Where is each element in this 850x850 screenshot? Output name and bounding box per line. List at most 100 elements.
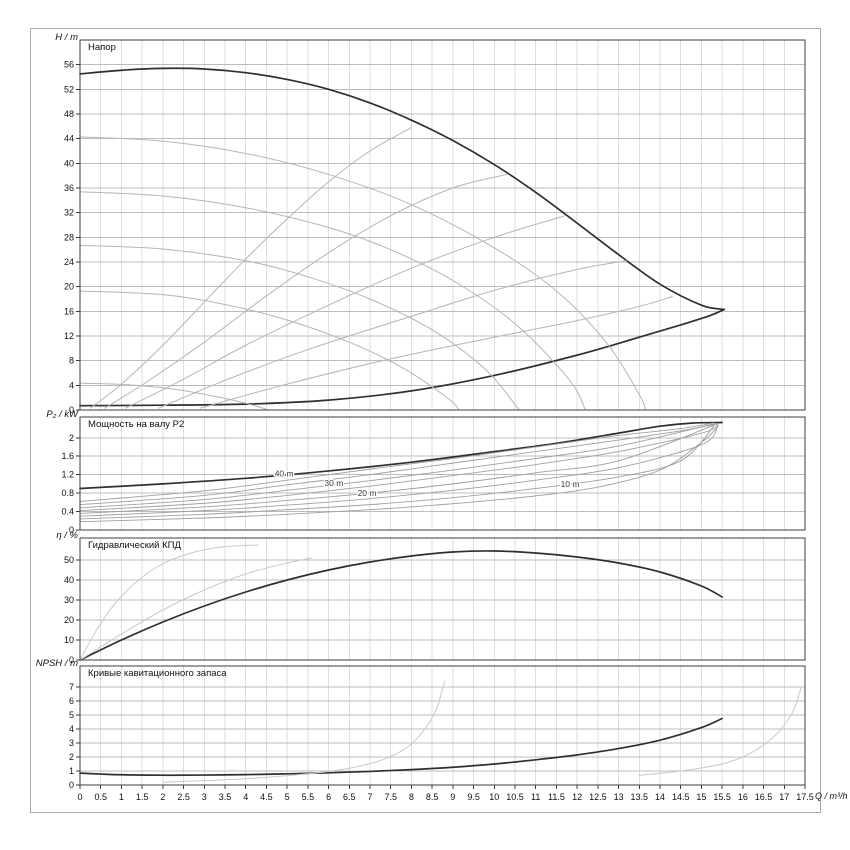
x-tick-label: 8 — [409, 792, 414, 802]
series-p2-max-speed — [79, 421, 723, 490]
x-tick-label: 3.5 — [219, 792, 232, 802]
y-tick-label: 16 — [64, 306, 74, 316]
series-min-speed-envelope — [79, 308, 726, 407]
y-tick-label: 1.6 — [61, 451, 74, 461]
y-tick-label: 40 — [64, 575, 74, 585]
x-tick-label: 14 — [655, 792, 665, 802]
y-axis-label-power: P₂ / kW — [46, 409, 78, 420]
y-tick-label: 3 — [69, 738, 74, 748]
panel-title-head: Напор — [88, 42, 116, 53]
panel-border — [79, 665, 806, 786]
y-tick-label: 6 — [69, 696, 74, 706]
y-axis-label-npsh: NPSH / m — [35, 658, 78, 669]
x-tick-label: 13.5 — [631, 792, 649, 802]
panel-title-power: Мощность на валу P2 — [88, 419, 185, 430]
x-axis-label: Q / m³/h — [815, 791, 848, 801]
y-tick-label: 24 — [64, 257, 74, 267]
series-efficiency-ref-1 — [79, 544, 259, 661]
x-tick-label: 1.5 — [136, 792, 149, 802]
x-tick-label: 17.5 — [796, 792, 814, 802]
outer-frame — [30, 28, 821, 813]
series-speed-curve-2 — [79, 191, 586, 411]
y-tick-label: 0 — [69, 525, 74, 535]
series-npsh-ref-2 — [638, 687, 802, 776]
y-tick-label: 20 — [64, 282, 74, 292]
y-tick-label: 1 — [69, 766, 74, 776]
x-tick-label: 14.5 — [672, 792, 690, 802]
series-p2-25m — [79, 424, 715, 514]
x-tick-label: 2.5 — [177, 792, 190, 802]
series-iso-curve-3 — [125, 215, 566, 409]
x-tick-label: 9 — [450, 792, 455, 802]
y-tick-label: 2 — [69, 433, 74, 443]
series-max-speed-envelope — [79, 67, 726, 311]
y-tick-label: 7 — [69, 682, 74, 692]
y-tick-label: 20 — [64, 615, 74, 625]
series-speed-curve-1 — [79, 136, 646, 411]
series-p2-40m — [79, 423, 719, 506]
y-tick-label: 50 — [64, 555, 74, 565]
y-tick-label: 10 — [64, 635, 74, 645]
x-tick-label: 5.5 — [302, 792, 315, 802]
x-tick-label: 0.5 — [94, 792, 107, 802]
y-tick-label: 0 — [69, 405, 74, 415]
x-tick-label: 6.5 — [343, 792, 356, 802]
series-p2-35m — [79, 423, 715, 509]
series-p2-15m — [79, 425, 715, 520]
y-tick-label: 36 — [64, 183, 74, 193]
y-tick-label: 4 — [69, 724, 74, 734]
series-iso-curve-5 — [199, 296, 673, 409]
x-tick-label: 7 — [367, 792, 372, 802]
x-tick-label: 12 — [572, 792, 582, 802]
x-tick-label: 10 — [489, 792, 499, 802]
series-p2-30m — [79, 424, 719, 512]
x-tick-label: 15.5 — [713, 792, 731, 802]
series-iso-curve-4 — [158, 260, 628, 409]
panel-border — [79, 416, 806, 531]
y-tick-label: 8 — [69, 356, 74, 366]
y-tick-label: 2 — [69, 752, 74, 762]
x-tick-label: 15 — [696, 792, 706, 802]
y-tick-label: 28 — [64, 232, 74, 242]
curve-label: 30 m — [324, 478, 343, 488]
series-iso-curve-2 — [104, 173, 508, 409]
x-tick-label: 16.5 — [755, 792, 773, 802]
x-tick-label: 4 — [243, 792, 248, 802]
series-speed-curve-4 — [79, 290, 460, 411]
y-tick-label: 0 — [69, 780, 74, 790]
x-tick-label: 9.5 — [467, 792, 480, 802]
series-p2-20m — [79, 425, 719, 517]
y-tick-label: 40 — [64, 158, 74, 168]
y-axis-label-head: H / m — [55, 32, 78, 43]
x-tick-label: 11 — [531, 792, 540, 802]
series-p2-10m — [79, 426, 719, 523]
series-efficiency-ref-2 — [79, 557, 313, 661]
x-tick-label: 0 — [77, 792, 82, 802]
x-tick-label: 13 — [614, 792, 624, 802]
y-tick-label: 44 — [64, 134, 74, 144]
panel-title-npsh: Кривые кавитационного запаса — [88, 668, 227, 679]
panel-border — [79, 39, 806, 411]
y-tick-label: 5 — [69, 710, 74, 720]
y-axis-label-efficiency: η / % — [56, 530, 78, 541]
x-tick-label: 10.5 — [506, 792, 524, 802]
x-tick-label: 1 — [119, 792, 124, 802]
y-tick-label: 52 — [64, 84, 74, 94]
y-tick-label: 48 — [64, 109, 74, 119]
series-speed-curve-5 — [79, 382, 269, 411]
y-tick-label: 0.4 — [61, 507, 74, 517]
x-tick-label: 3 — [202, 792, 207, 802]
x-tick-label: 6 — [326, 792, 331, 802]
series-p2-50m — [79, 422, 715, 502]
curve-label: 20 m — [358, 488, 377, 498]
x-tick-label: 2 — [160, 792, 165, 802]
y-tick-label: 12 — [64, 331, 74, 341]
panel-title-efficiency: Гидравлический КПД — [88, 540, 181, 551]
series-efficiency-main — [79, 550, 723, 661]
series-npsh-main — [79, 717, 723, 777]
y-tick-label: 1.2 — [61, 470, 74, 480]
y-tick-label: 30 — [64, 595, 74, 605]
x-tick-label: 17 — [779, 792, 789, 802]
series-speed-curve-3 — [79, 244, 520, 411]
